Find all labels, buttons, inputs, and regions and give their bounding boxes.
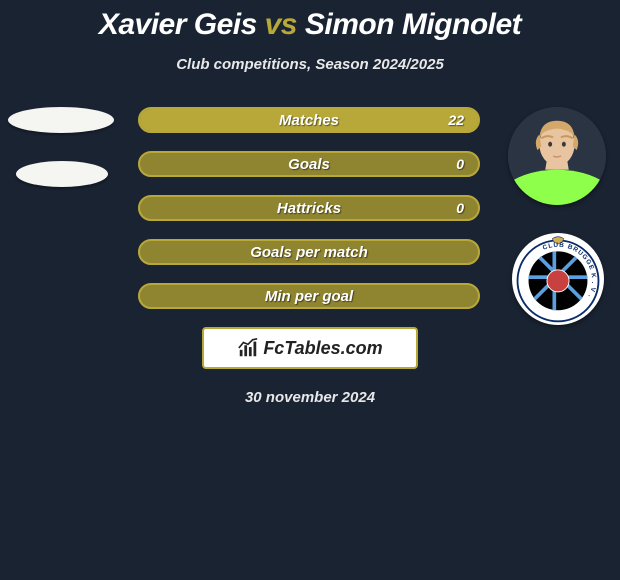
- stat-bar: Matches22: [138, 107, 480, 133]
- stat-bar: Goals per match: [138, 239, 480, 265]
- stat-bar: Min per goal: [138, 283, 480, 309]
- player2-avatar: [508, 107, 606, 205]
- player1-club-placeholder: [16, 161, 108, 187]
- stat-bar-label: Matches: [140, 109, 478, 131]
- stat-bar: Goals0: [138, 151, 480, 177]
- stat-value-right: 22: [448, 109, 464, 131]
- vs-label: vs: [265, 8, 297, 41]
- chart-icon: [237, 337, 259, 359]
- stat-bar-label: Goals per match: [140, 241, 478, 263]
- brand-box: FcTables.com: [202, 327, 418, 369]
- brand-text: FcTables.com: [263, 338, 382, 359]
- stat-value-right: 0: [456, 197, 464, 219]
- left-avatars: [8, 107, 114, 215]
- player1-name: Xavier Geis: [99, 8, 257, 41]
- player2-club-logo: CLUB BRUGGE K . V .: [512, 233, 604, 325]
- date-label: 30 november 2024: [0, 389, 620, 406]
- stat-bar: Hattricks0: [138, 195, 480, 221]
- stat-value-right: 0: [456, 153, 464, 175]
- right-avatars: CLUB BRUGGE K . V .: [508, 107, 606, 325]
- player2-name: Simon Mignolet: [305, 8, 521, 41]
- player1-placeholder-avatar: [8, 107, 114, 133]
- stat-bar-label: Hattricks: [140, 197, 478, 219]
- stat-bars: Matches22Goals0Hattricks0Goals per match…: [138, 107, 480, 309]
- comparison-title: Xavier Geis vs Simon Mignolet: [0, 0, 620, 42]
- stat-bar-label: Goals: [140, 153, 478, 175]
- subtitle: Club competitions, Season 2024/2025: [0, 56, 620, 73]
- content-area: CLUB BRUGGE K . V . Matches22Goals0Hattr…: [0, 107, 620, 309]
- stat-bar-label: Min per goal: [140, 285, 478, 307]
